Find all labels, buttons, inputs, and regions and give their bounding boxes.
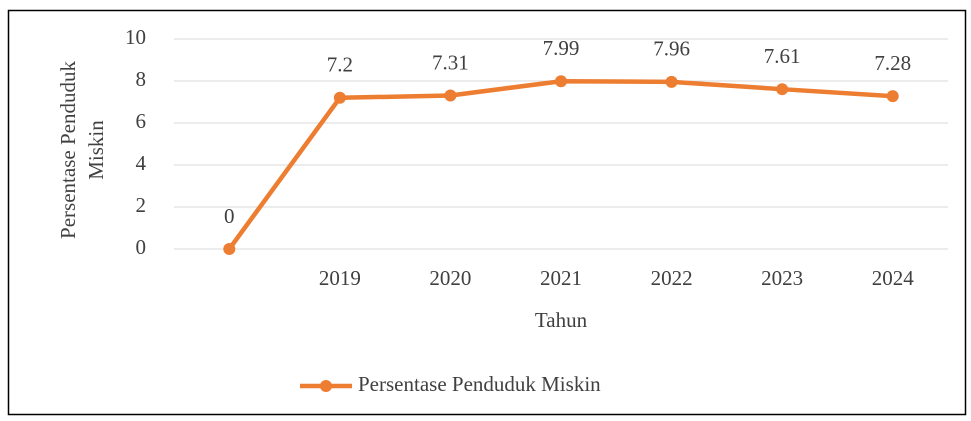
x-tick-label: 2020 <box>429 266 471 290</box>
x-tick-label: 2023 <box>761 266 803 290</box>
data-point <box>333 91 346 104</box>
x-tick-label: 2021 <box>540 266 582 290</box>
data-label: 7.28 <box>874 51 911 75</box>
legend-marker <box>320 380 332 392</box>
chart-border <box>7 9 967 416</box>
data-label: 0 <box>224 204 235 228</box>
legend-label: Persentase Penduduk Miskin <box>358 372 601 396</box>
y-tick-label: 10 <box>125 25 146 49</box>
y-tick-label: 6 <box>136 109 147 133</box>
data-label: 7.31 <box>432 50 469 74</box>
data-point <box>665 75 678 88</box>
data-label: 7.2 <box>327 53 353 77</box>
data-point <box>223 243 236 255</box>
y-axis-label: Miskin <box>84 120 108 180</box>
data-point <box>886 90 899 103</box>
data-point <box>444 89 457 102</box>
data-point <box>776 83 789 96</box>
x-tick-label: 2024 <box>872 266 915 290</box>
y-tick-label: 2 <box>136 193 147 217</box>
y-tick-label: 8 <box>136 67 147 91</box>
data-label: 7.99 <box>543 36 580 60</box>
x-axis-label: Tahun <box>535 308 588 332</box>
data-label: 7.61 <box>764 44 801 68</box>
data-label: 7.96 <box>653 37 690 61</box>
y-tick-label: 4 <box>136 151 147 175</box>
data-point <box>555 75 567 88</box>
y-tick-label: 0 <box>136 235 147 259</box>
x-tick-label: 2019 <box>319 266 361 290</box>
y-axis-label: Persentase Penduduk <box>56 61 80 239</box>
x-tick-label: 2022 <box>651 266 693 290</box>
